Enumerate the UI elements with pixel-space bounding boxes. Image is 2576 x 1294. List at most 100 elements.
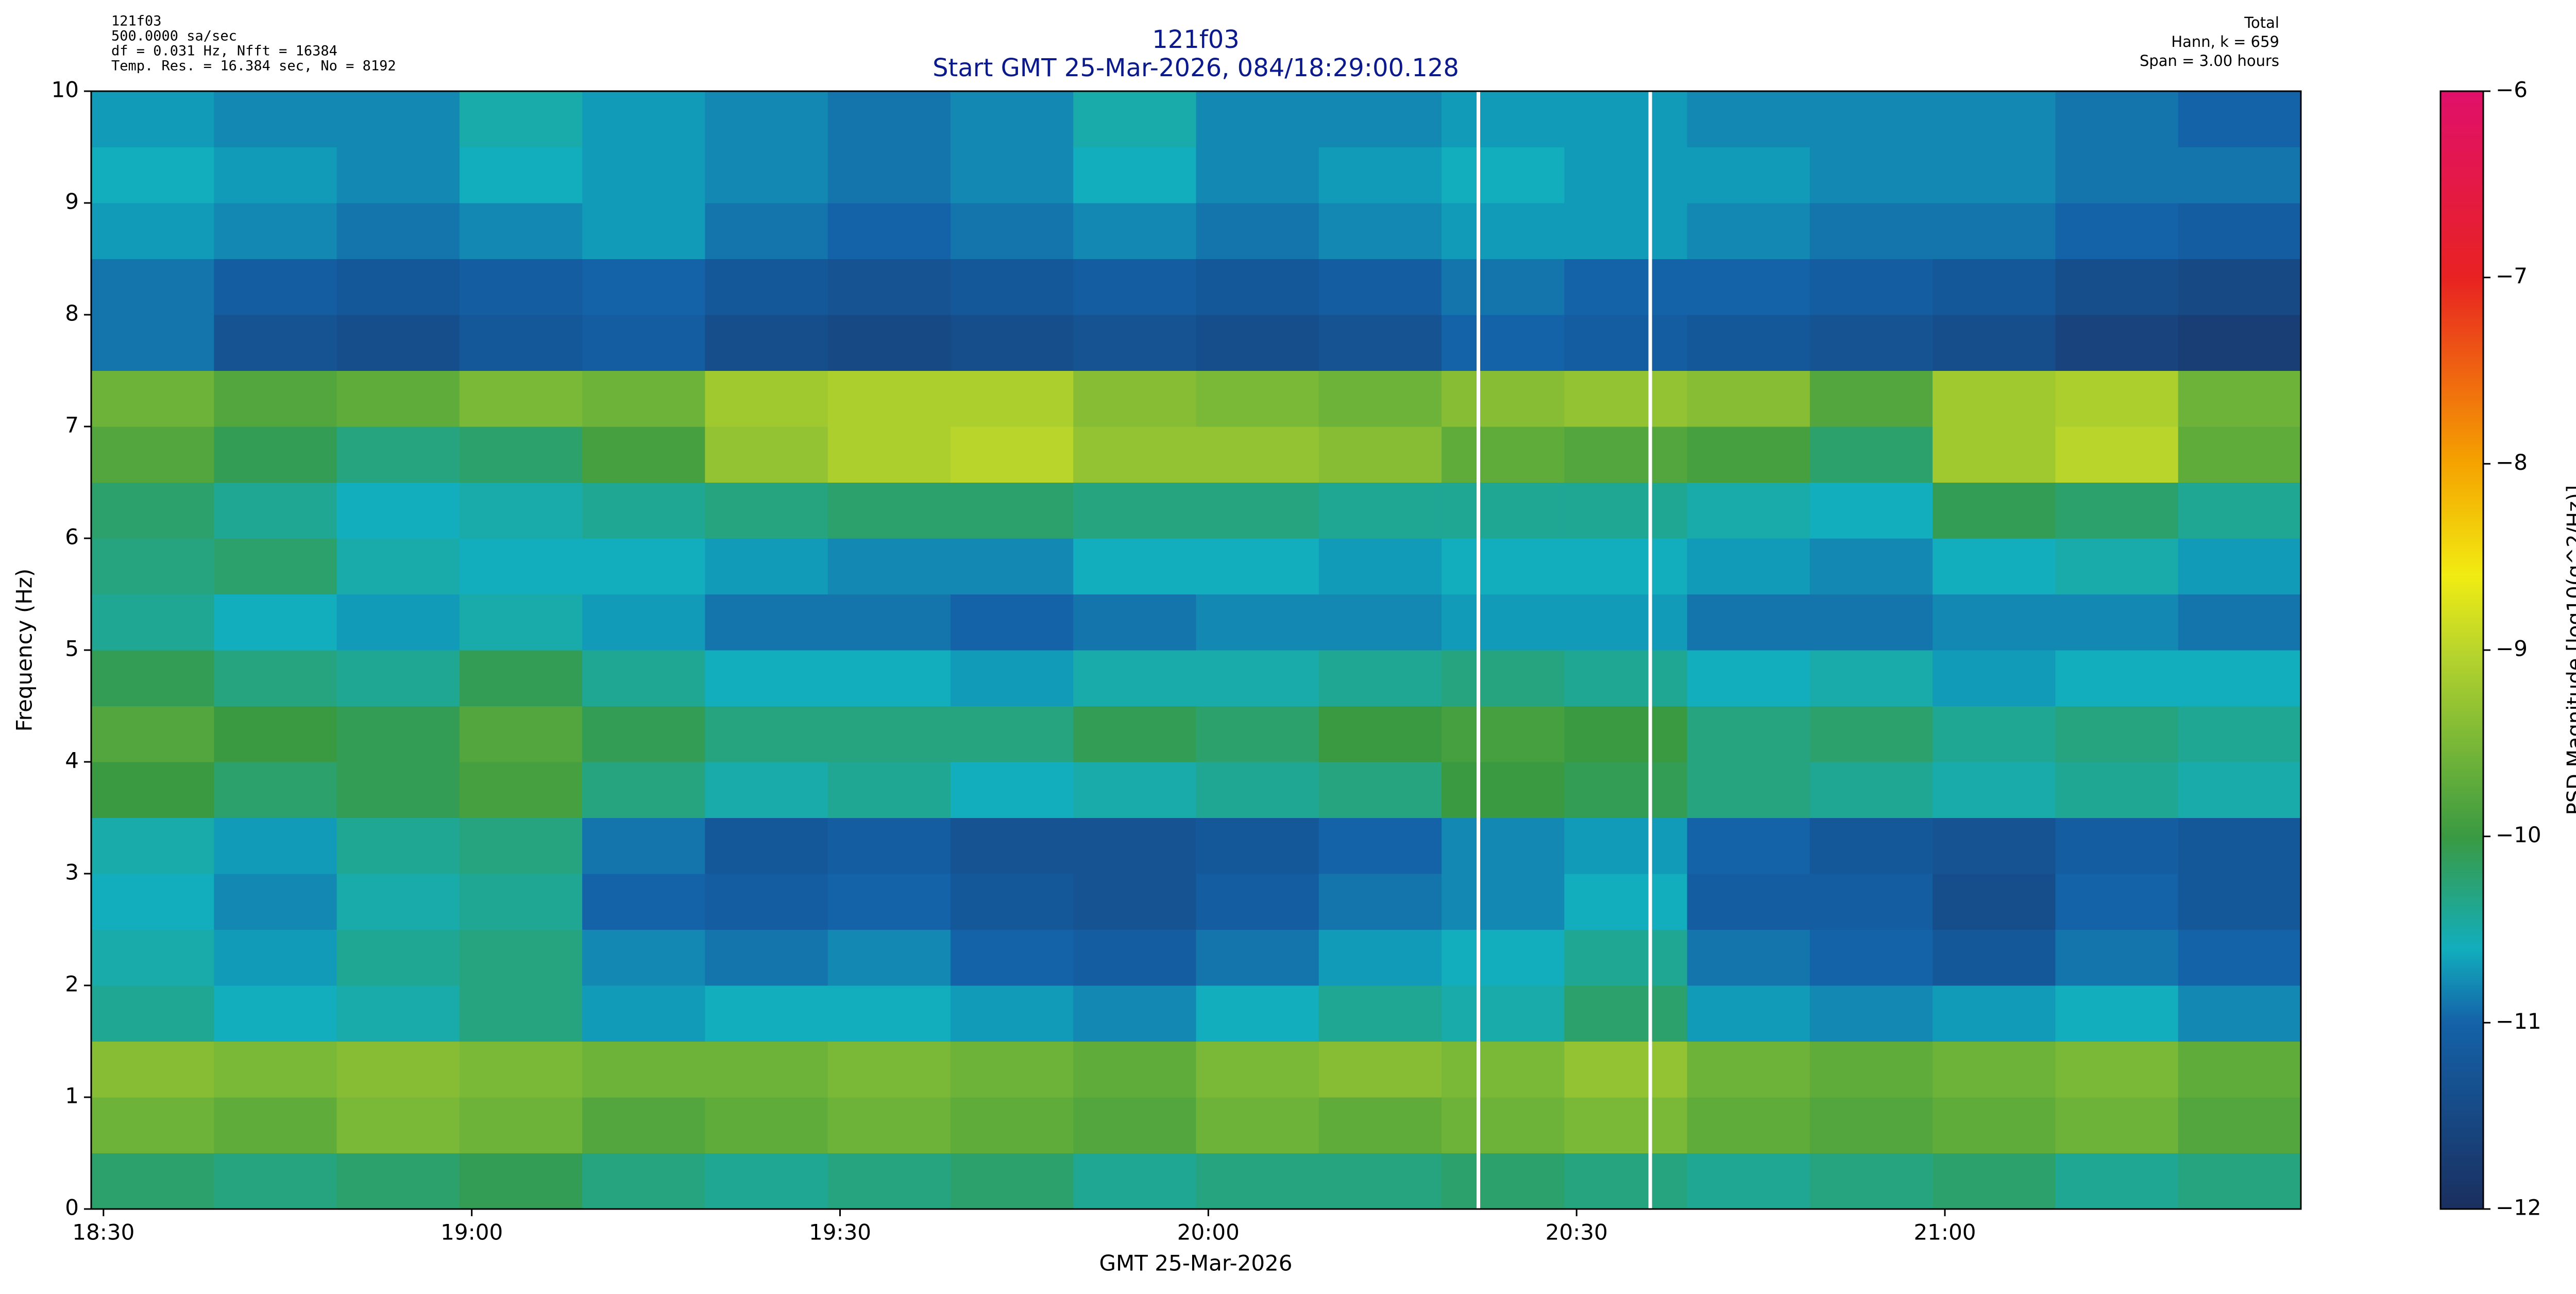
heatmap-cell: [1073, 427, 1196, 483]
heatmap-cell: [2055, 1097, 2179, 1153]
heatmap-cell: [582, 203, 705, 259]
heatmap-cell: [705, 259, 828, 315]
heatmap-cell: [1196, 147, 1319, 203]
heatmap-cell: [1318, 91, 1442, 147]
heatmap-cell: [2055, 147, 2179, 203]
heatmap-cell: [1809, 1153, 1933, 1210]
heatmap-cell: [336, 762, 460, 818]
heatmap-cell: [336, 650, 460, 706]
heatmap-cell: [582, 874, 705, 930]
annotation-right: Span = 3.00 hours: [2140, 52, 2279, 70]
heatmap-cell: [459, 874, 583, 930]
colorbar-tick-label: −6: [2496, 77, 2528, 103]
heatmap-cell: [214, 427, 337, 483]
annotation-right: Hann, k = 659: [2171, 33, 2279, 50]
heatmap-cell: [1809, 929, 1933, 986]
heatmap-cell: [827, 538, 951, 594]
heatmap-cell: [336, 203, 460, 259]
colorbar-tick-label: −10: [2496, 822, 2541, 847]
heatmap-cell: [1933, 203, 2056, 259]
heatmap-cell: [1933, 929, 2056, 986]
heatmap-cell: [2055, 259, 2179, 315]
heatmap-cell: [1073, 259, 1196, 315]
heatmap-cell: [1073, 594, 1196, 651]
heatmap-cell: [336, 818, 460, 874]
heatmap-cell: [336, 147, 460, 203]
heatmap-cell: [1687, 874, 1810, 930]
heatmap-cell: [1196, 874, 1319, 930]
heatmap-cell: [1196, 370, 1319, 427]
heatmap-cell: [2055, 203, 2179, 259]
colorbar: [2439, 90, 2484, 1210]
y-tick-label: 4: [65, 748, 79, 773]
heatmap-cell: [1196, 594, 1319, 651]
heatmap-cell: [827, 706, 951, 762]
heatmap-cell: [2178, 203, 2301, 259]
heatmap-cell: [2055, 874, 2179, 930]
heatmap-cell: [91, 203, 214, 259]
heatmap-cell: [582, 482, 705, 539]
heatmap-cell: [1564, 315, 1688, 371]
heatmap-cell: [1687, 929, 1810, 986]
heatmap-cell: [214, 91, 337, 147]
heatmap-cell: [1073, 1041, 1196, 1098]
heatmap-cell: [1564, 1153, 1688, 1210]
heatmap-cell: [91, 91, 214, 147]
heatmap-cell: [214, 315, 337, 371]
heatmap-cell: [214, 370, 337, 427]
heatmap-cell: [950, 482, 1074, 539]
heatmap-cell: [2055, 91, 2179, 147]
heatmap-cell: [1442, 482, 1565, 539]
heatmap-cell: [1687, 985, 1810, 1042]
heatmap-cell: [582, 147, 705, 203]
heatmap-cell: [459, 91, 583, 147]
heatmap-cell: [827, 427, 951, 483]
heatmap-cell: [1564, 874, 1688, 930]
heatmap-cell: [459, 762, 583, 818]
heatmap-cell: [705, 538, 828, 594]
y-tick-label: 7: [65, 413, 79, 438]
heatmap-cell: [2178, 1041, 2301, 1098]
heatmap-cell: [1933, 259, 2056, 315]
heatmap-cell: [214, 818, 337, 874]
heatmap-cell: [582, 650, 705, 706]
heatmap-cell: [1073, 706, 1196, 762]
heatmap-cell: [1073, 315, 1196, 371]
heatmap-cell: [2178, 818, 2301, 874]
heatmap-cell: [705, 818, 828, 874]
heatmap-cell: [1687, 1041, 1810, 1098]
heatmap-cell: [91, 259, 214, 315]
heatmap-cell: [1809, 147, 1933, 203]
heatmap-cell: [1442, 538, 1565, 594]
heatmap-cell: [214, 929, 337, 986]
heatmap-cell: [1564, 818, 1688, 874]
heatmap-cell: [827, 929, 951, 986]
heatmap-cell: [336, 91, 460, 147]
heatmap-cell: [582, 818, 705, 874]
heatmap-cell: [1687, 538, 1810, 594]
heatmap-cell: [2055, 650, 2179, 706]
heatmap-cell: [950, 929, 1074, 986]
heatmap-cell: [827, 650, 951, 706]
heatmap-cell: [2178, 315, 2301, 371]
heatmap-cell: [1564, 427, 1688, 483]
heatmap-cell: [91, 538, 214, 594]
heatmap-cell: [91, 818, 214, 874]
heatmap-cell: [582, 315, 705, 371]
heatmap-cell: [214, 706, 337, 762]
heatmap-cell: [1196, 818, 1319, 874]
colorbar-label: PSD Magnitude [log10(g^2/Hz)]: [2563, 485, 2576, 815]
heatmap-cell: [214, 985, 337, 1042]
heatmap-cell: [827, 482, 951, 539]
heatmap-cell: [2055, 427, 2179, 483]
heatmap-cell: [950, 147, 1074, 203]
heatmap-cell: [950, 315, 1074, 371]
heatmap-cell: [1196, 762, 1319, 818]
heatmap-cell: [91, 1041, 214, 1098]
heatmap-cell: [1318, 538, 1442, 594]
heatmap-cell: [336, 594, 460, 651]
heatmap-cell: [336, 985, 460, 1042]
heatmap-cell: [950, 370, 1074, 427]
heatmap-cell: [1564, 985, 1688, 1042]
heatmap-cell: [950, 594, 1074, 651]
